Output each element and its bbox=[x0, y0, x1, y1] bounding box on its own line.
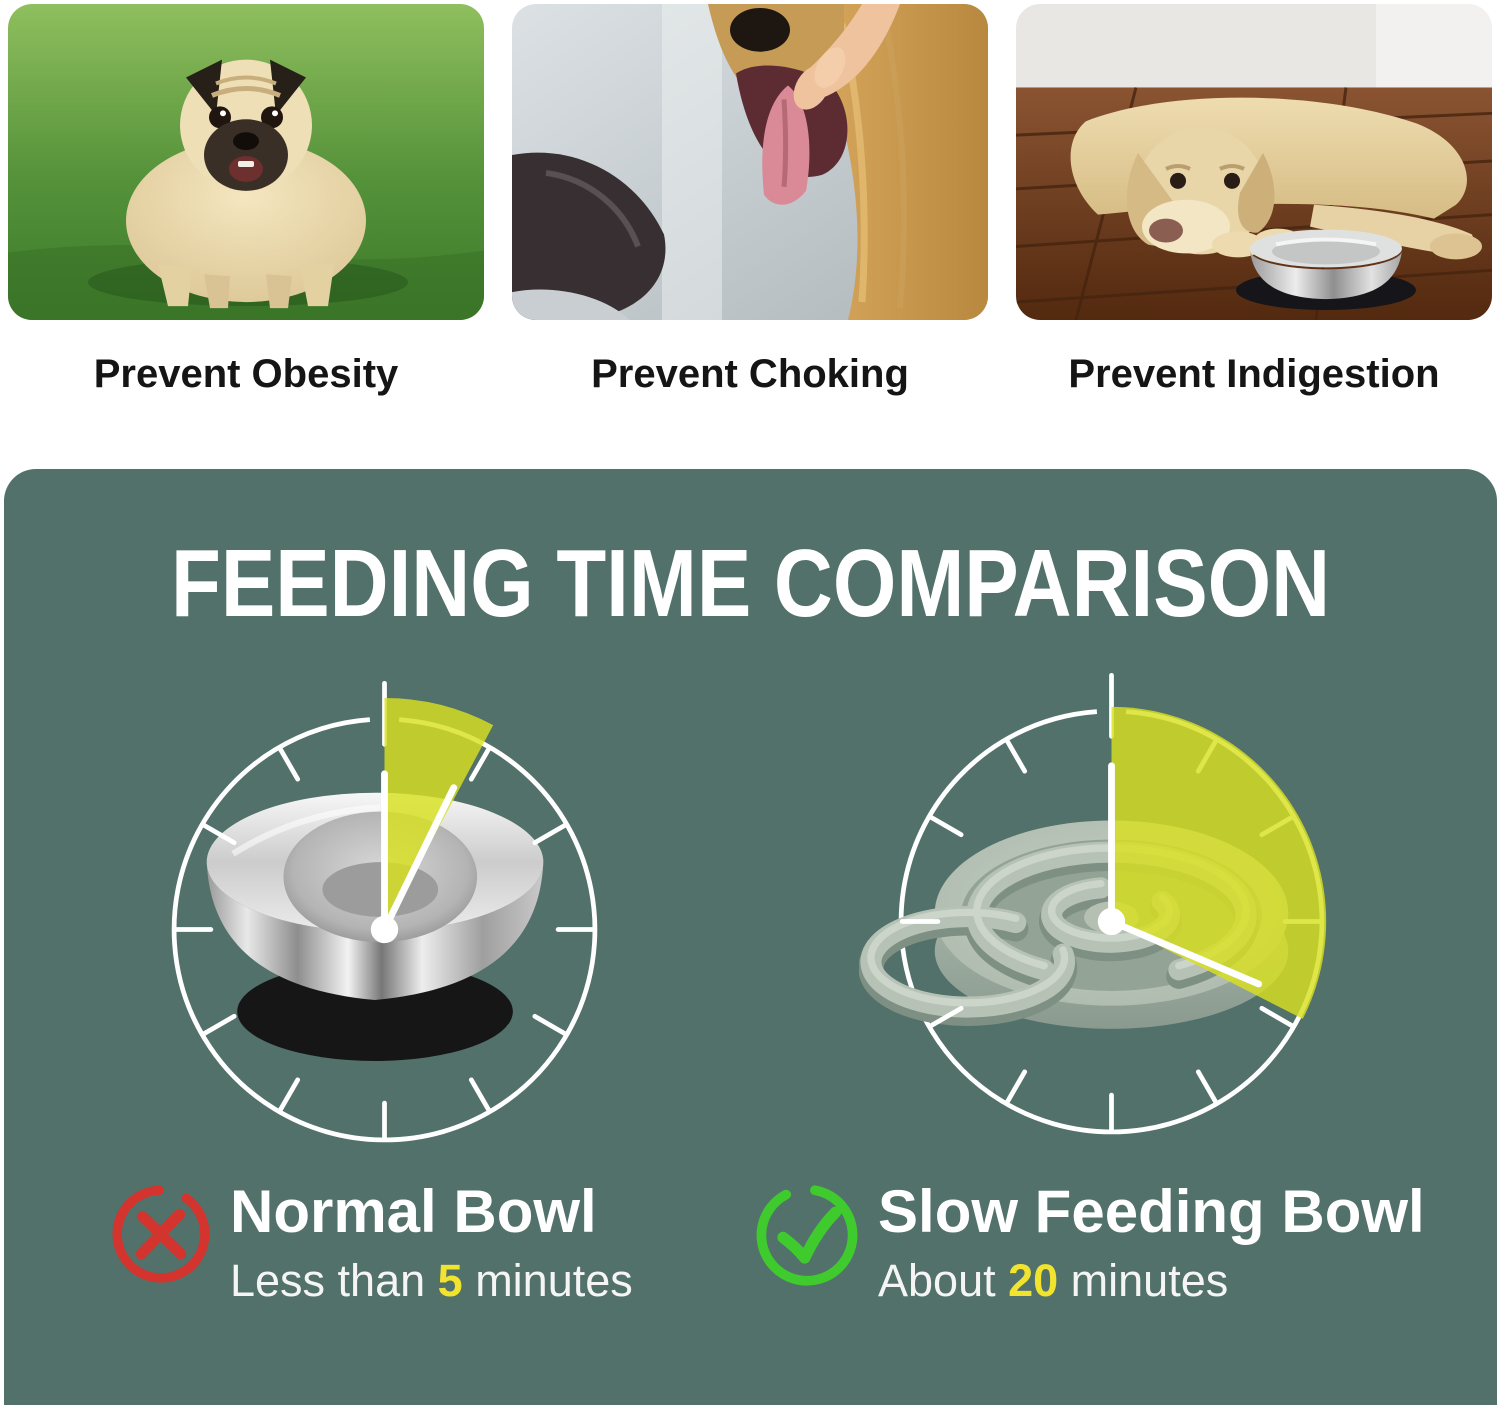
comparison-panel: FEEDING TIME COMPARISON bbox=[4, 469, 1497, 1405]
comparison-title: FEEDING TIME COMPARISON bbox=[170, 530, 1331, 637]
clock-hand-elapsed bbox=[381, 784, 458, 933]
slow-bowl-time: About 20 minutes bbox=[878, 1256, 1425, 1306]
clock-hand-elapsed bbox=[1108, 918, 1263, 988]
time-prefix: About bbox=[878, 1255, 1009, 1306]
hand-in-dog-mouth-illustration bbox=[512, 4, 988, 320]
benefit-photo-indigestion bbox=[1016, 4, 1492, 320]
stainless-steel-bowl bbox=[206, 792, 544, 1062]
time-value: 20 bbox=[1008, 1255, 1059, 1306]
time-value: 5 bbox=[437, 1255, 463, 1306]
benefit-caption-indigestion: Prevent Indigestion bbox=[1068, 352, 1440, 396]
time-prefix: Less than bbox=[230, 1255, 438, 1306]
benefit-caption-obesity: Prevent Obesity bbox=[93, 352, 399, 396]
obese-pug-illustration bbox=[8, 4, 484, 320]
benefit-caption-choking: Prevent Choking bbox=[591, 352, 909, 396]
normal-bowl-clock bbox=[171, 680, 598, 1143]
clock-center-dot bbox=[370, 915, 399, 944]
normal-bowl-time: Less than 5 minutes bbox=[230, 1256, 633, 1306]
slow-bowl-verdict: Slow Feeding Bowl About 20 minutes bbox=[878, 1182, 1425, 1306]
slow-bowl-heading: Slow Feeding Bowl bbox=[878, 1178, 1425, 1245]
time-suffix: minutes bbox=[1058, 1255, 1229, 1306]
clock-center-dot bbox=[1097, 907, 1126, 936]
cross-icon bbox=[112, 1185, 210, 1283]
normal-bowl-verdict: Normal Bowl Less than 5 minutes bbox=[230, 1182, 633, 1306]
time-suffix: minutes bbox=[462, 1255, 633, 1306]
slow-bowl-clock bbox=[859, 672, 1327, 1135]
benefit-photo-obesity bbox=[8, 4, 484, 320]
normal-bowl-heading: Normal Bowl bbox=[230, 1178, 597, 1245]
benefit-photo-choking bbox=[512, 4, 988, 320]
check-icon bbox=[756, 1184, 858, 1286]
clock-ticks bbox=[899, 672, 1324, 1134]
labrador-with-bowl-illustration bbox=[1016, 4, 1492, 320]
